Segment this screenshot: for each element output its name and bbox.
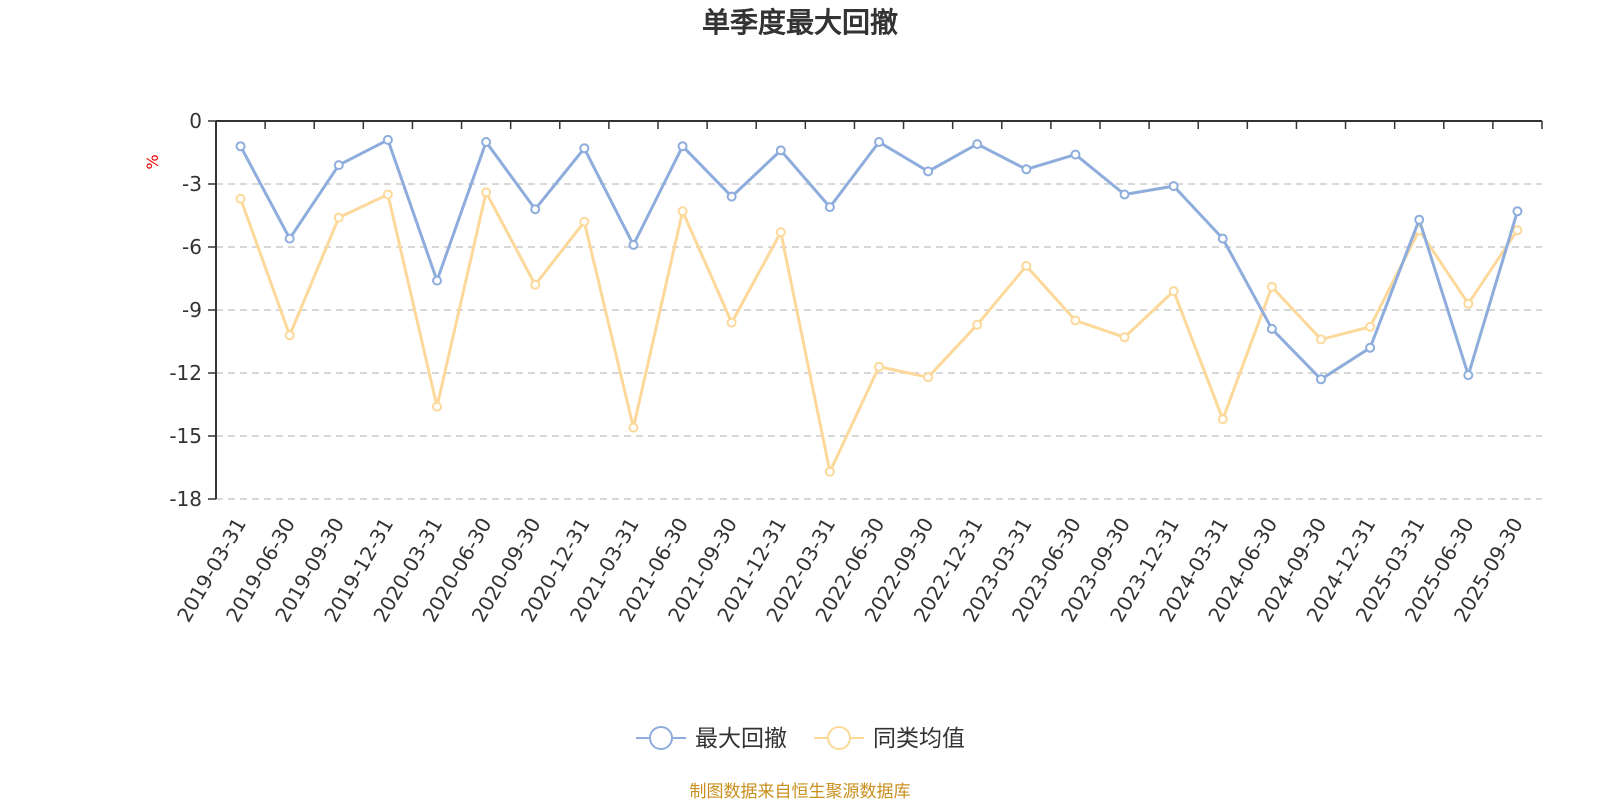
data-point-s0-24[interactable]: [1414, 214, 1425, 225]
y-tick-label: -18: [169, 487, 202, 511]
data-point-s0-1[interactable]: [284, 233, 295, 244]
legend-marker-icon: [827, 726, 851, 750]
data-point-s0-6[interactable]: [530, 204, 541, 215]
data-point-s1-4[interactable]: [432, 401, 442, 412]
data-point-s1-8[interactable]: [628, 422, 639, 433]
data-point-s0-21[interactable]: [1266, 323, 1277, 334]
data-point-s0-19[interactable]: [1168, 181, 1179, 192]
legend-label: 最大回撤: [695, 726, 787, 752]
y-tick-label: -9: [182, 298, 202, 322]
data-source-note: 制图数据来自恒生聚源数据库: [690, 782, 911, 800]
data-point-s0-23[interactable]: [1365, 342, 1376, 353]
data-point-s0-26[interactable]: [1512, 206, 1523, 217]
data-point-s0-25[interactable]: [1463, 370, 1474, 381]
data-point-s0-12[interactable]: [824, 202, 835, 213]
data-point-s0-0[interactable]: [235, 141, 246, 152]
data-point-s1-1[interactable]: [284, 330, 295, 341]
data-point-s1-14[interactable]: [923, 372, 934, 383]
data-point-s1-11[interactable]: [775, 227, 786, 238]
data-point-s1-21[interactable]: [1266, 281, 1277, 292]
chart-title: 单季度最大回撤: [702, 6, 898, 39]
series-lines: [235, 134, 1523, 477]
legend-label: 同类均值: [873, 726, 965, 752]
data-point-s0-9[interactable]: [677, 141, 688, 152]
data-point-s0-22[interactable]: [1316, 374, 1326, 385]
legend-item-1[interactable]: 同类均值: [814, 726, 965, 752]
data-point-s1-0[interactable]: [235, 193, 246, 204]
data-point-s1-22[interactable]: [1316, 334, 1326, 345]
data-point-s1-20[interactable]: [1217, 414, 1228, 425]
legend[interactable]: 最大回撤 同类均值: [636, 726, 965, 752]
axes: 0-3-6-9-12-15-182019-03-312019-06-302019…: [169, 109, 1543, 626]
data-point-s1-5[interactable]: [481, 187, 492, 198]
data-point-s0-14[interactable]: [923, 166, 934, 177]
data-point-s1-12[interactable]: [824, 466, 835, 477]
data-point-s0-17[interactable]: [1070, 149, 1081, 160]
data-point-s1-17[interactable]: [1070, 315, 1081, 326]
y-tick-label: 0: [189, 109, 202, 133]
series-line-0: [239, 138, 1519, 381]
data-point-s1-25[interactable]: [1463, 298, 1474, 309]
data-point-s0-8[interactable]: [628, 239, 639, 250]
data-point-s0-11[interactable]: [775, 145, 786, 156]
data-point-s0-2[interactable]: [333, 160, 344, 171]
data-point-s1-13[interactable]: [874, 361, 884, 372]
data-point-s0-7[interactable]: [579, 143, 590, 154]
data-point-s0-13[interactable]: [874, 137, 884, 147]
data-point-s1-10[interactable]: [726, 317, 737, 328]
data-point-s1-9[interactable]: [677, 206, 688, 217]
y-tick-label: -12: [169, 361, 202, 385]
data-point-s1-7[interactable]: [579, 216, 590, 227]
data-point-s0-18[interactable]: [1119, 189, 1130, 200]
data-point-s0-4[interactable]: [432, 275, 442, 286]
series-line-1: [239, 190, 1519, 474]
data-point-s1-3[interactable]: [382, 189, 393, 200]
data-point-s1-26[interactable]: [1512, 225, 1523, 236]
data-point-s1-16[interactable]: [1021, 260, 1032, 271]
y-axis-unit: %: [143, 154, 162, 169]
data-point-s1-15[interactable]: [972, 319, 983, 330]
data-point-s1-23[interactable]: [1365, 321, 1376, 332]
data-point-s1-2[interactable]: [333, 212, 344, 223]
y-tick-label: -3: [182, 172, 202, 196]
data-point-s0-3[interactable]: [382, 134, 393, 145]
y-tick-label: -6: [182, 235, 202, 259]
data-point-s1-6[interactable]: [530, 279, 541, 290]
data-point-s0-20[interactable]: [1217, 233, 1228, 244]
data-point-s0-10[interactable]: [726, 191, 737, 202]
grid-lines: [216, 183, 1542, 500]
legend-marker-icon: [649, 726, 673, 750]
y-tick-label: -15: [169, 424, 202, 448]
data-point-s0-16[interactable]: [1021, 164, 1032, 175]
data-point-s0-5[interactable]: [481, 137, 492, 147]
data-point-s1-18[interactable]: [1119, 332, 1130, 343]
data-point-s0-15[interactable]: [972, 139, 983, 150]
data-point-s1-19[interactable]: [1168, 286, 1179, 297]
legend-item-0[interactable]: 最大回撤: [636, 726, 787, 752]
